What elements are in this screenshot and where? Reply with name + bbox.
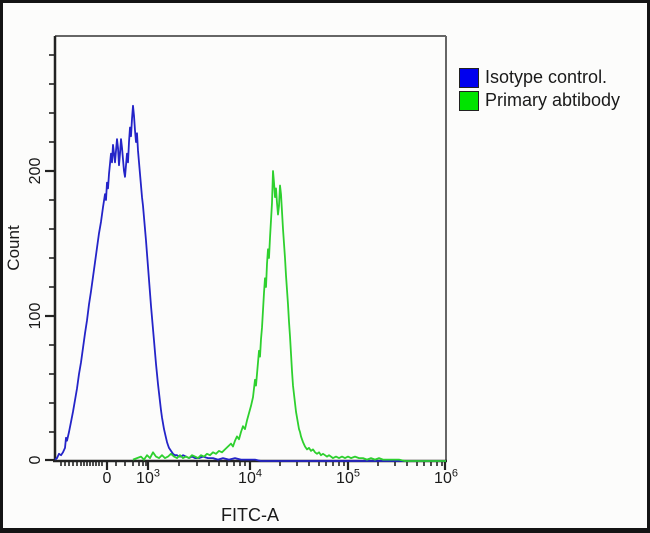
x-tick-label: 105	[336, 467, 360, 487]
y-tick-label: 0	[27, 455, 44, 465]
legend-swatch-primary-antibody-icon	[459, 90, 479, 111]
legend-label-primary-antibody: Primary abtibody	[485, 90, 621, 110]
histogram-plot	[45, 35, 447, 470]
x-tick-label: 104	[238, 467, 262, 487]
x-tick-label: 106	[434, 467, 458, 487]
y-tick-label: 200	[27, 157, 44, 185]
legend-item-primary-antibody: Primary abtibody	[459, 89, 620, 112]
x-tick-label: 103	[136, 467, 160, 487]
legend-label-isotype-control: Isotype control.	[485, 67, 608, 87]
y-tick-label: 100	[27, 302, 44, 330]
y-axis-title: Count	[4, 225, 23, 271]
legend-swatch-isotype-control-icon	[459, 67, 479, 88]
x-tick-label: 0	[102, 470, 112, 487]
legend: Isotype control. Primary abtibody	[459, 66, 620, 112]
legend-item-isotype-control: Isotype control.	[459, 66, 620, 89]
x-axis-title: FITC-A	[221, 505, 279, 525]
